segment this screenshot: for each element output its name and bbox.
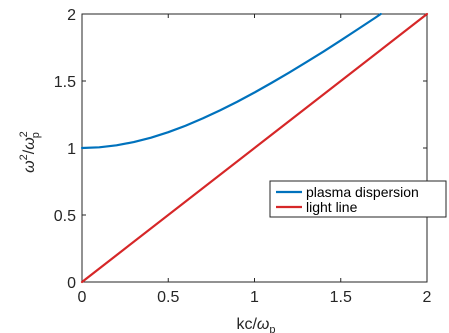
x-tick-label: 1.5 bbox=[330, 289, 352, 306]
series-group bbox=[80, 12, 429, 284]
y-axis-label-sup-1: 2 bbox=[18, 154, 30, 160]
x-tick-label: 0.5 bbox=[157, 289, 179, 306]
legend-label-0: plasma dispersion bbox=[306, 184, 419, 200]
y-tick-label: 1 bbox=[67, 141, 76, 158]
y-tick-label: 2 bbox=[67, 7, 76, 24]
x-axis-label-omega: ω bbox=[257, 316, 269, 333]
y-axis-label-sup-2: 2 bbox=[18, 131, 30, 137]
x-tick-label: 2 bbox=[423, 289, 432, 306]
y-tick-label: 1.5 bbox=[54, 74, 76, 91]
series-line-0 bbox=[80, 12, 382, 150]
x-tick-label: 0 bbox=[78, 289, 87, 306]
y-tick-label: 0 bbox=[67, 275, 76, 292]
y-tick-label: 0.5 bbox=[54, 208, 76, 225]
y-axis-label: ω2/ω2p bbox=[18, 131, 42, 173]
y-axis-label-omega-2: ω bbox=[21, 137, 38, 149]
x-axis-label-sub: p bbox=[269, 324, 275, 333]
legend-box bbox=[269, 180, 447, 218]
series-line-1 bbox=[80, 12, 429, 284]
y-axis-label-omega-1: ω bbox=[21, 160, 38, 172]
x-axis-label-base: kc/ bbox=[236, 316, 257, 333]
x-tick-label: 1 bbox=[250, 289, 259, 306]
legend-label-1: light line bbox=[306, 199, 358, 215]
x-axis-label: kc/ωp bbox=[236, 316, 275, 333]
y-axis-label-sub-2: p bbox=[30, 132, 42, 138]
y-axis-label-slash: / bbox=[21, 149, 38, 154]
